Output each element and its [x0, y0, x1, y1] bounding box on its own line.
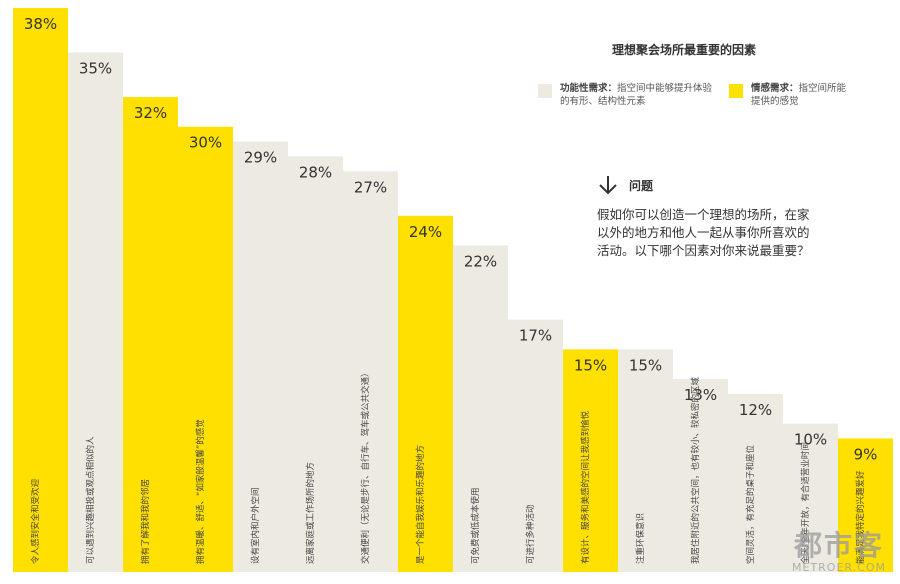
category-label-10: 可进行多种活动 [525, 504, 536, 564]
bar-10 [508, 319, 563, 572]
question-text: 假如你可以创造一个理想的场所，在家以外的地方和他人一起从事你所喜欢的活动。以下哪… [597, 207, 810, 258]
question-heading: 问题 [597, 174, 653, 196]
bar-11 [563, 349, 618, 572]
value-label-8: 24% [409, 223, 442, 241]
legend-emotional-swatch [729, 84, 743, 98]
value-label-13: 13% [684, 386, 717, 404]
value-label-4: 30% [189, 134, 222, 152]
value-label-14: 12% [739, 401, 772, 419]
bar-12 [618, 349, 673, 572]
bar-8 [398, 215, 453, 572]
legend-functional: 功能性需求：指空间中能够提升体验的有形、结构性元素 [538, 82, 720, 108]
legend-emotional: 情感需求：指空间所能提供的感觉 [729, 82, 851, 108]
legend-functional-text: 指空间中能够提升体验的有形、结构性元素 [560, 83, 713, 107]
category-label-13: 我居住附近的公共空间，也有较小、较私密的区域 [690, 376, 701, 564]
legend-functional-swatch [538, 84, 552, 98]
category-label-2: 可以遇到兴趣相投或观点相似的人 [85, 436, 96, 564]
category-label-15: 全天/全年开放，有合适营业时间 [800, 442, 811, 564]
legend-title: 理想聚会场所最重要的因素 [612, 43, 757, 57]
bar-15 [783, 423, 838, 572]
bar-7 [343, 171, 398, 572]
bar-14 [728, 393, 783, 572]
bar-4 [178, 126, 233, 572]
arrow-down-icon [599, 176, 617, 195]
category-label-8: 是一个能自我娱乐和乐趣的地方 [415, 445, 426, 564]
bar-2 [68, 52, 123, 573]
legend-emotional-text: 指空间所能提供的感觉 [751, 83, 847, 107]
value-label-6: 28% [299, 163, 332, 181]
bar-3 [123, 97, 178, 572]
question-heading-text: 问题 [629, 178, 654, 193]
category-label-1: 令人感到安全和受欢迎 [30, 478, 41, 564]
value-label-16: 9% [854, 445, 878, 463]
legend-functional-title: 功能性需求： [560, 83, 618, 94]
category-label-5: 设有室内和户外空间 [250, 487, 261, 564]
category-label-4: 拥有温暖、舒适、“如家般温馨”的感觉 [195, 419, 206, 564]
value-label-5: 29% [244, 149, 277, 167]
value-label-15: 10% [794, 431, 827, 449]
bar-6 [288, 156, 343, 572]
value-label-10: 17% [519, 327, 552, 345]
bar-1 [13, 8, 68, 572]
category-label-12: 注重环保意识 [635, 513, 646, 564]
watermark-cn: 都市客 [793, 529, 884, 562]
legend-emotional-title: 情感需求： [751, 83, 799, 94]
category-label-16: 能满足我特定的兴趣爱好 [855, 470, 866, 564]
watermark-en: METROER.COM [792, 561, 886, 574]
category-label-3: 拥有了解我和我的邻居 [140, 479, 151, 564]
value-label-12: 15% [629, 356, 662, 374]
value-label-7: 27% [354, 178, 387, 196]
value-label-9: 22% [464, 252, 497, 270]
bar-9 [453, 245, 508, 572]
value-label-1: 38% [24, 15, 57, 33]
watermark-logo: 都市客 METROER.COM [792, 529, 886, 575]
bar-5 [233, 141, 288, 572]
category-label-14: 空间灵活，有充足的桌子和座位 [745, 444, 756, 564]
category-label-9: 可免费或低成本使用 [470, 487, 481, 564]
bar-16 [838, 438, 893, 572]
category-label-6: 远离家庭或工作场所的地方 [305, 462, 316, 564]
value-label-2: 35% [79, 60, 112, 78]
value-label-3: 32% [134, 104, 167, 122]
category-label-7: 交通便利（无论是步行、自行车、驾车或公共交通） [360, 368, 371, 564]
bar-13 [673, 379, 728, 572]
value-label-11: 15% [574, 356, 607, 374]
category-label-11: 有设计、服务和美感的空间让我感到愉悦 [580, 410, 591, 564]
